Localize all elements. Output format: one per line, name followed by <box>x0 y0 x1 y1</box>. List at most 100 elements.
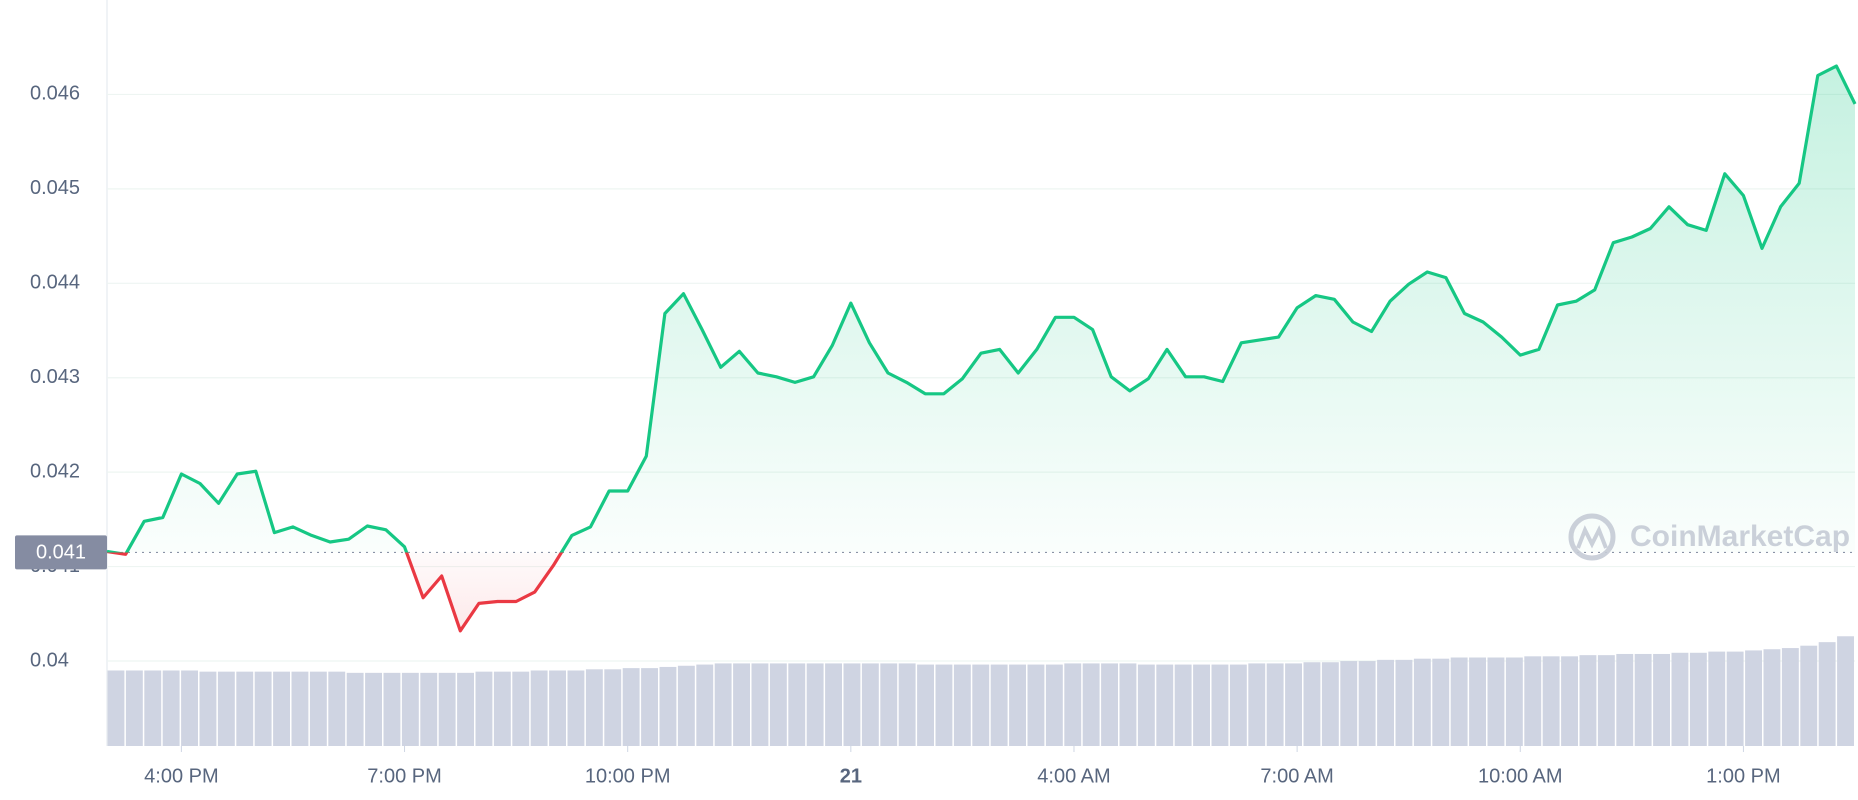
volume-bar <box>1285 663 1302 746</box>
volume-bar <box>1616 653 1634 746</box>
volume-bar <box>861 663 879 746</box>
volume-bar <box>1800 645 1818 746</box>
volume-bar <box>1211 664 1229 746</box>
volume-bar <box>217 671 235 746</box>
volume-bar <box>585 669 603 746</box>
area <box>107 66 1855 631</box>
x-tick-label: 10:00 AM <box>1478 765 1563 787</box>
volume-bar <box>438 672 456 746</box>
volume-bar <box>733 663 750 746</box>
x-tick-label: 21 <box>840 765 862 787</box>
volume-bar <box>1579 655 1597 746</box>
volume-bar <box>1101 663 1118 746</box>
volume-bar <box>475 671 493 746</box>
volume-bar <box>1781 648 1799 746</box>
volume-bar <box>788 663 806 746</box>
volume-bar <box>1174 664 1192 746</box>
volume-bar <box>1137 664 1155 746</box>
volume-bar <box>1634 653 1652 746</box>
volume-bar <box>530 670 548 746</box>
volume-bar <box>696 664 714 746</box>
volume-bar <box>714 663 732 746</box>
volume-bar <box>144 670 162 746</box>
y-tick-label: 0.042 <box>30 460 80 482</box>
volume-bar <box>1303 662 1321 746</box>
volume-bar <box>1726 651 1744 746</box>
volume-bar <box>567 670 585 746</box>
volume-bar <box>1395 659 1413 746</box>
volume-bar <box>1045 664 1063 746</box>
x-tick-label: 10:00 PM <box>585 765 671 787</box>
watermark: CoinMarketCap <box>1568 513 1850 561</box>
volume-bar <box>659 666 677 746</box>
volume-bar <box>1064 663 1082 746</box>
y-tick-label: 0.044 <box>30 272 80 294</box>
volume-bar <box>549 670 566 746</box>
volume-bar <box>236 671 254 746</box>
volume-bar <box>1027 664 1045 746</box>
volume-bar <box>1487 657 1505 746</box>
volume-bar <box>1358 661 1376 746</box>
volume-bar <box>1653 653 1670 746</box>
volume-bar <box>751 663 769 746</box>
volume-bar <box>1413 658 1431 746</box>
volume-bar <box>365 672 382 746</box>
volume-bar <box>309 671 327 746</box>
volume-bar <box>401 672 419 746</box>
volume-bar <box>125 670 143 746</box>
volume-bar <box>1542 656 1560 746</box>
volume-bar <box>1156 664 1174 746</box>
volume-bar <box>512 671 530 746</box>
volume-bar <box>990 664 1008 746</box>
volume-bar <box>1505 657 1523 746</box>
volume-bar <box>1321 662 1339 746</box>
volume-bar <box>880 663 898 746</box>
volume-bar <box>641 668 658 746</box>
volume-bar <box>604 669 622 746</box>
volume-bar <box>843 663 861 746</box>
volume-bar <box>1469 657 1486 746</box>
volume-bar <box>107 670 125 746</box>
volume-bar <box>162 670 180 746</box>
volume-bar <box>1837 636 1854 746</box>
volume-bar <box>291 671 309 746</box>
volume-bar <box>1082 663 1100 746</box>
price-line <box>106 64 1857 633</box>
volume-bar <box>254 671 272 746</box>
volume-bar <box>1708 651 1726 746</box>
volume-bar <box>677 665 695 746</box>
volume-bar <box>1266 663 1284 746</box>
volume-bar <box>383 672 401 746</box>
volume-bar <box>1689 652 1707 746</box>
volume-bar <box>420 672 438 746</box>
x-tick-label: 7:00 AM <box>1260 765 1333 787</box>
volume-bar <box>1818 642 1836 746</box>
volume-bar <box>1119 663 1137 746</box>
volume-bar <box>953 664 971 746</box>
volume-bar <box>346 672 364 746</box>
volume-bar <box>1340 661 1358 746</box>
volume-bar <box>825 663 842 746</box>
y-tick-label: 0.045 <box>30 177 80 199</box>
volume-bar <box>181 670 198 746</box>
x-tick-label: 1:00 PM <box>1706 765 1780 787</box>
volume-bar <box>1671 652 1689 746</box>
volume-bar <box>1009 664 1026 746</box>
volume-bar <box>1377 659 1394 746</box>
volume-bar <box>806 663 824 746</box>
volume-bar <box>1763 649 1781 746</box>
x-tick-label: 4:00 PM <box>144 765 218 787</box>
volume-bar <box>1524 656 1542 746</box>
reference-label-box <box>15 535 107 570</box>
volume-bar <box>1248 663 1266 746</box>
volume-bar <box>972 664 990 746</box>
volume-bar <box>935 664 953 746</box>
watermark-text: CoinMarketCap <box>1630 520 1850 553</box>
reference-label: 0.041 <box>36 542 86 564</box>
volume-bar <box>1561 656 1578 746</box>
volume-bar <box>1432 658 1450 746</box>
volume-bar <box>1597 655 1615 746</box>
volume-bar <box>1745 650 1762 746</box>
volume-bar <box>199 671 217 746</box>
